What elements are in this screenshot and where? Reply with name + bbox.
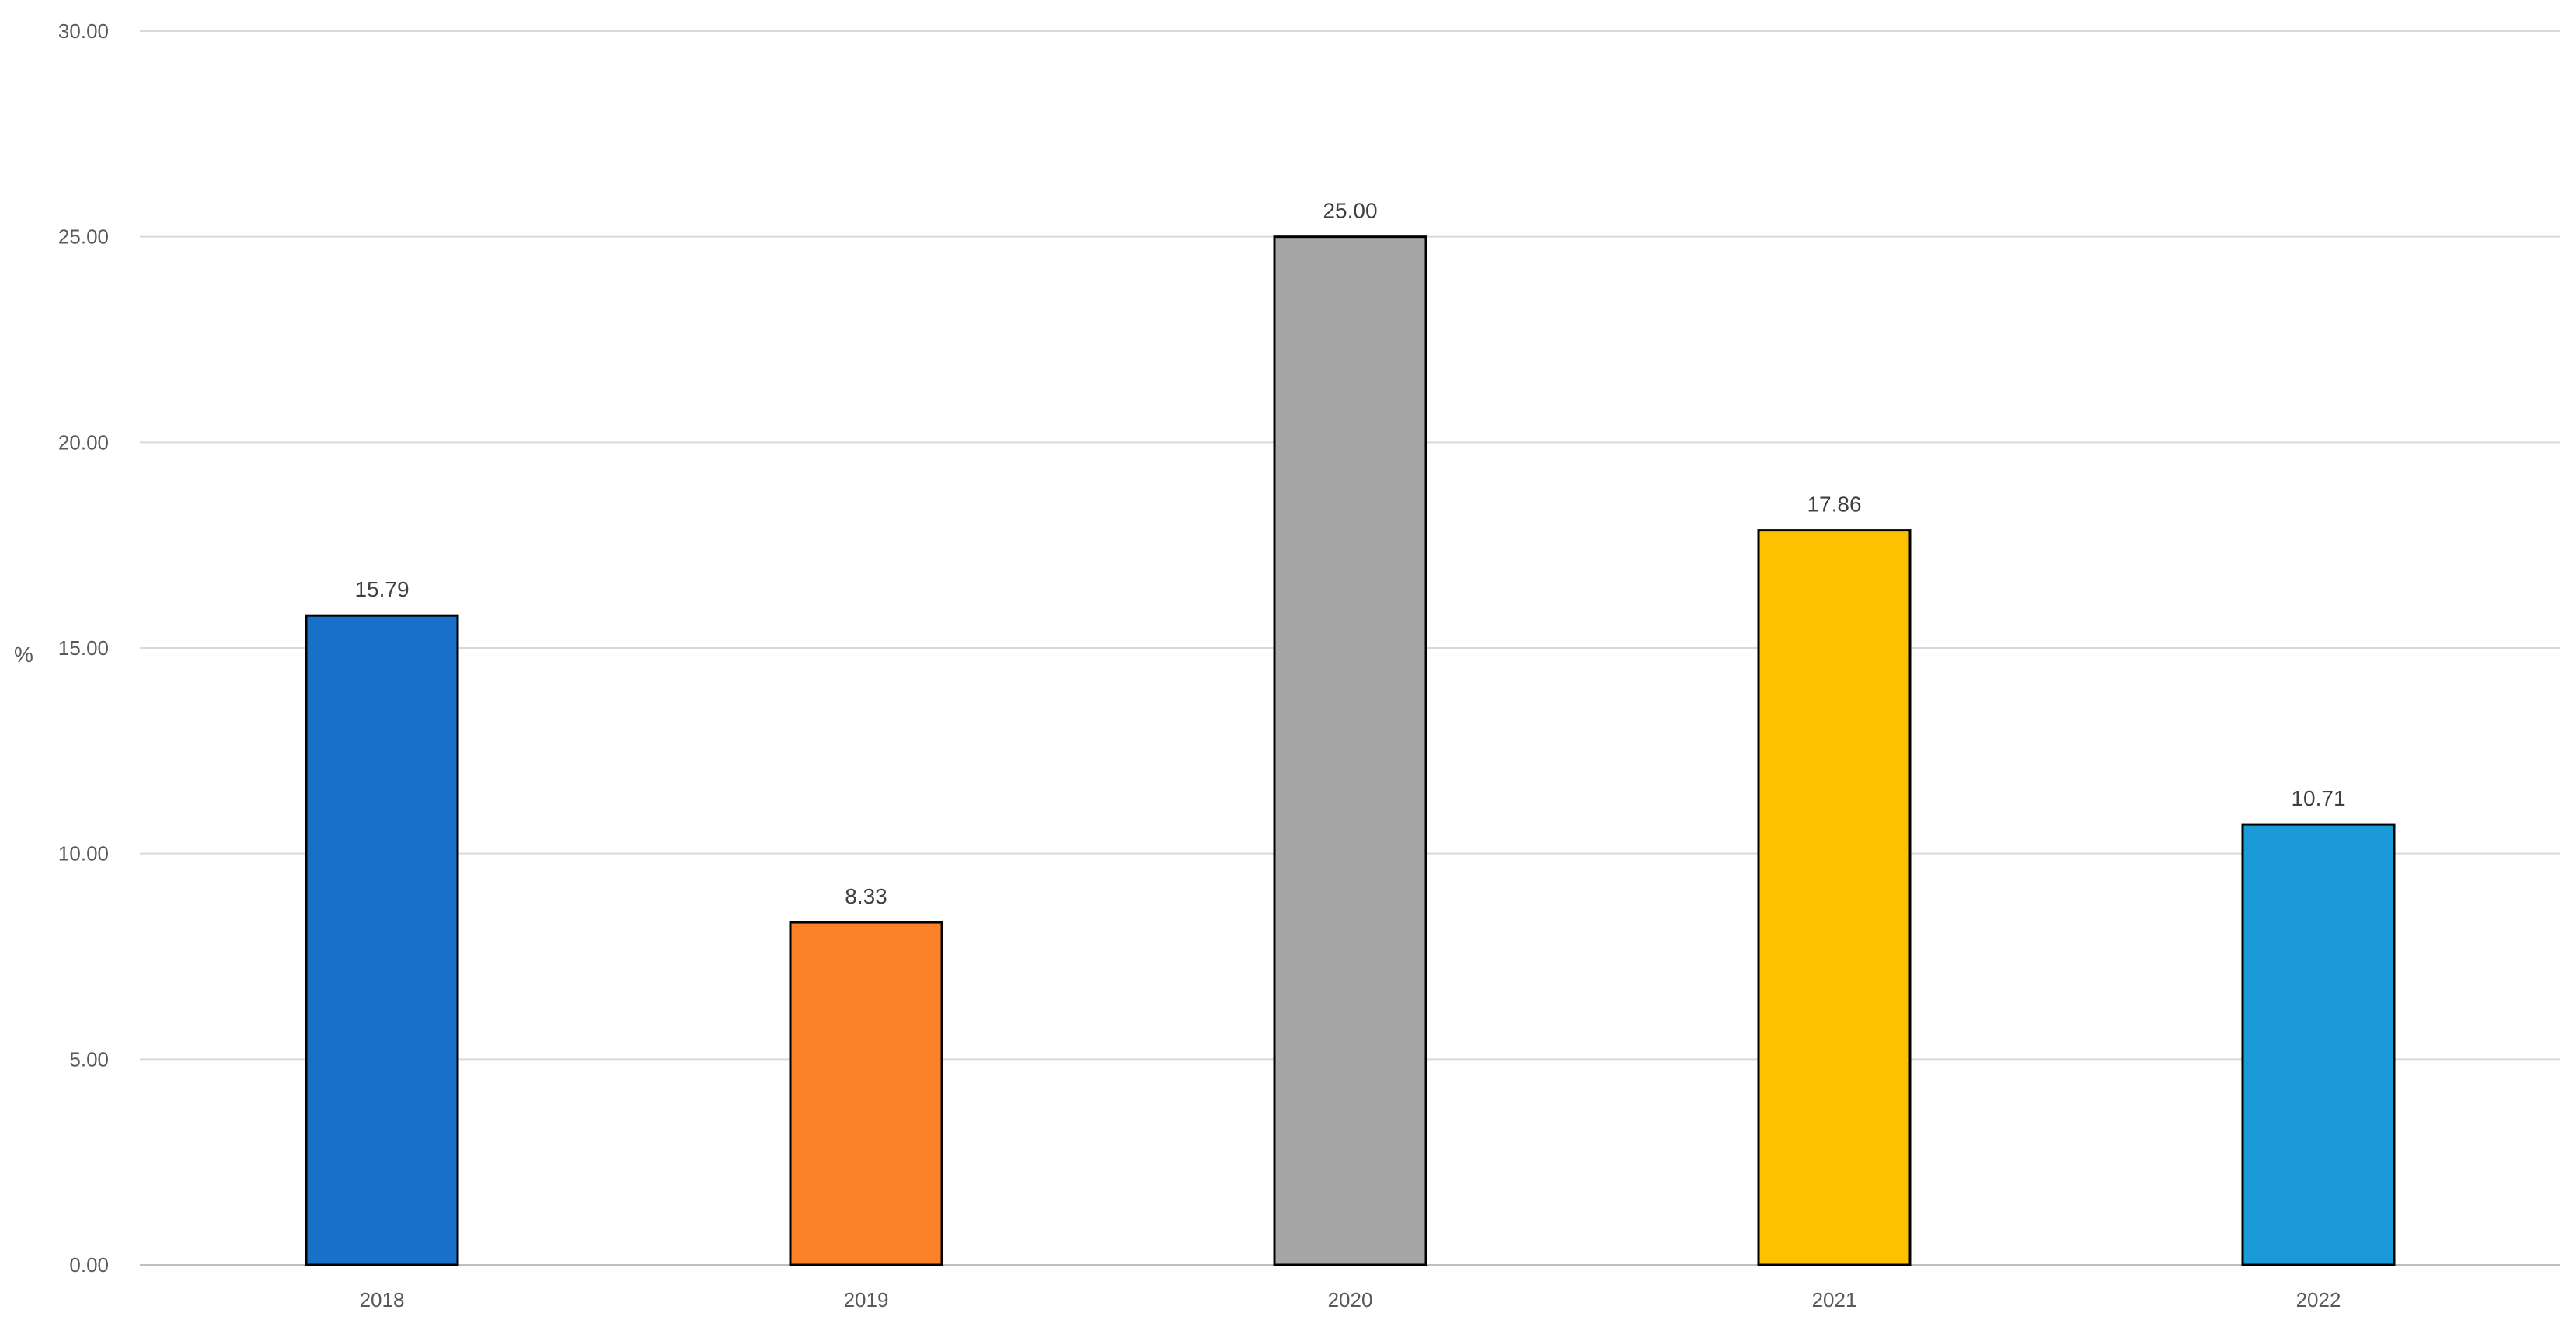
y-tick-label: 0.00 bbox=[69, 1253, 109, 1277]
y-axis-tick-labels: 0.00 5.00 10.00 15.00 20.00 25.00 30.00 bbox=[58, 19, 109, 1277]
bar-2018 bbox=[305, 614, 459, 1266]
bar-2019 bbox=[789, 921, 943, 1266]
y-axis-title: % bbox=[14, 643, 33, 667]
x-axis-tick-labels: 2018 2019 2020 2021 2022 bbox=[360, 1288, 2341, 1311]
x-tick-label-2019: 2019 bbox=[844, 1288, 889, 1311]
data-label-2021: 17.86 bbox=[1807, 493, 1861, 517]
bars bbox=[305, 235, 2396, 1266]
data-labels: 15.79 8.33 25.00 17.86 10.71 bbox=[354, 199, 2345, 908]
bar-2020 bbox=[1273, 235, 1427, 1266]
data-label-2019: 8.33 bbox=[845, 884, 887, 908]
y-tick-label: 25.00 bbox=[58, 225, 109, 249]
y-tick-label: 20.00 bbox=[58, 430, 109, 454]
x-tick-label-2022: 2022 bbox=[2296, 1288, 2341, 1311]
y-tick-label: 30.00 bbox=[58, 19, 109, 43]
y-tick-label: 15.00 bbox=[58, 636, 109, 660]
bar-2022 bbox=[2241, 823, 2396, 1266]
data-label-2022: 10.71 bbox=[2291, 786, 2345, 810]
data-label-2020: 25.00 bbox=[1323, 199, 1377, 223]
x-tick-label-2018: 2018 bbox=[360, 1288, 405, 1311]
y-tick-label: 5.00 bbox=[69, 1047, 109, 1071]
y-tick-label: 10.00 bbox=[58, 842, 109, 866]
data-label-2018: 15.79 bbox=[354, 577, 409, 601]
x-tick-label-2020: 2020 bbox=[1328, 1288, 1373, 1311]
bar-2021 bbox=[1757, 529, 1912, 1266]
x-tick-label-2021: 2021 bbox=[1812, 1288, 1857, 1311]
